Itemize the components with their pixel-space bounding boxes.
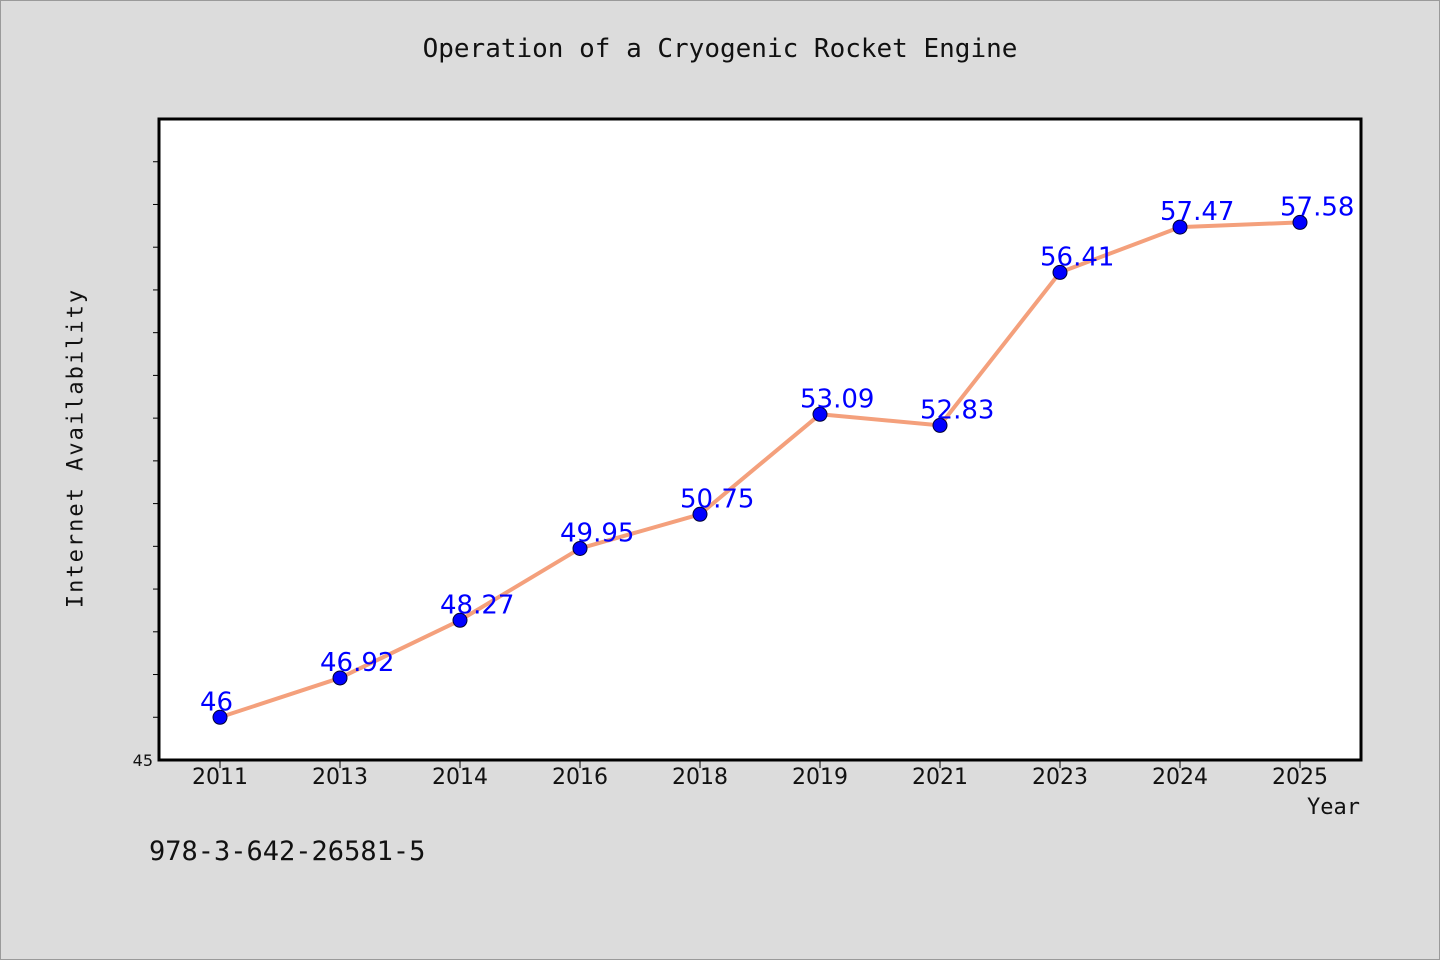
series-line (218, 220, 1302, 720)
data-label: 57.58 (1280, 192, 1354, 222)
data-point (572, 540, 588, 556)
data-point (332, 670, 348, 686)
data-labels: 46 46.92 48.27 49.95 50.75 53.09 52.83 56.41 57.… (200, 192, 1354, 717)
y-axis: 45 (133, 161, 159, 770)
data-point (932, 417, 948, 433)
x-tick-label: 2019 (792, 765, 848, 790)
chart-title: Operation of a Cryogenic Rocket Engine (422, 34, 1018, 64)
x-tick-label: 2013 (312, 765, 368, 790)
x-tick-label: 2014 (432, 765, 488, 790)
footer-code: 978-3-642-26581-5 (149, 836, 426, 867)
data-points (212, 214, 1308, 725)
x-tick-label: 2011 (192, 765, 248, 790)
data-label: 46.92 (320, 648, 394, 678)
x-tick-label: 2023 (1032, 765, 1088, 790)
data-label: 56.41 (1040, 242, 1114, 272)
x-tick-label: 2018 (672, 765, 728, 790)
data-point (1052, 264, 1068, 280)
x-tick-label: 2016 (552, 765, 608, 790)
x-tick-label: 2025 (1272, 765, 1328, 790)
data-label: 52.83 (920, 395, 994, 425)
x-axis-title: Year (1307, 795, 1360, 820)
data-label: 48.27 (440, 590, 514, 620)
y-tick-label: 45 (133, 751, 153, 770)
x-axis: 2011 2013 2014 2016 2018 2019 2021 2023 2024 2025 (192, 760, 1328, 790)
data-point (452, 612, 468, 628)
data-point (212, 709, 228, 725)
data-point (812, 406, 828, 422)
data-point (1172, 219, 1188, 235)
series-line-group (218, 220, 1302, 720)
data-label: 53.09 (800, 384, 874, 414)
data-label: 46 (200, 687, 233, 717)
data-label: 49.95 (560, 518, 634, 548)
x-tick-label: 2021 (912, 765, 968, 790)
data-point (692, 506, 708, 522)
plot-area (157, 117, 1363, 762)
x-tick-label: 2024 (1152, 765, 1208, 790)
data-point (1292, 214, 1308, 230)
data-label: 57.47 (1160, 197, 1234, 227)
data-label: 50.75 (680, 484, 754, 514)
